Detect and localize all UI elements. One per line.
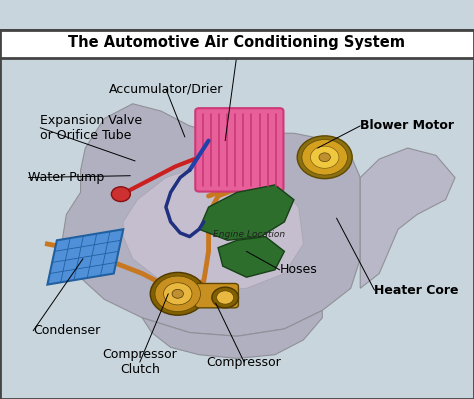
Text: The Automotive Air Conditioning System: The Automotive Air Conditioning System [69,36,405,50]
Text: Water Pump: Water Pump [28,171,105,184]
Polygon shape [142,310,322,358]
Circle shape [297,136,352,179]
Text: Condenser: Condenser [33,324,100,337]
Circle shape [150,273,205,315]
Text: Hoses: Hoses [280,263,318,277]
Text: Compressor
Clutch: Compressor Clutch [102,348,177,376]
Text: Compressor: Compressor [207,356,282,369]
Text: Expansion Valve
or Orifice Tube: Expansion Valve or Orifice Tube [40,114,142,142]
Text: Accumulator/Drier: Accumulator/Drier [109,83,223,95]
Text: Engine Location: Engine Location [213,230,285,239]
Circle shape [164,283,192,305]
Text: Heater Core: Heater Core [374,284,459,296]
Polygon shape [62,104,360,336]
Circle shape [212,287,238,308]
FancyBboxPatch shape [195,283,238,308]
Polygon shape [360,148,455,288]
Circle shape [172,289,183,298]
Circle shape [319,153,330,162]
Text: Blower Motor: Blower Motor [360,119,454,132]
Circle shape [155,276,201,312]
Circle shape [310,146,339,168]
Polygon shape [218,237,284,277]
Circle shape [302,140,347,175]
Circle shape [111,187,130,201]
FancyBboxPatch shape [0,30,474,57]
Polygon shape [47,229,123,284]
Polygon shape [123,166,303,292]
Text: Evaporator: Evaporator [202,47,272,60]
Polygon shape [199,185,294,240]
Circle shape [217,291,234,304]
FancyBboxPatch shape [195,108,283,192]
